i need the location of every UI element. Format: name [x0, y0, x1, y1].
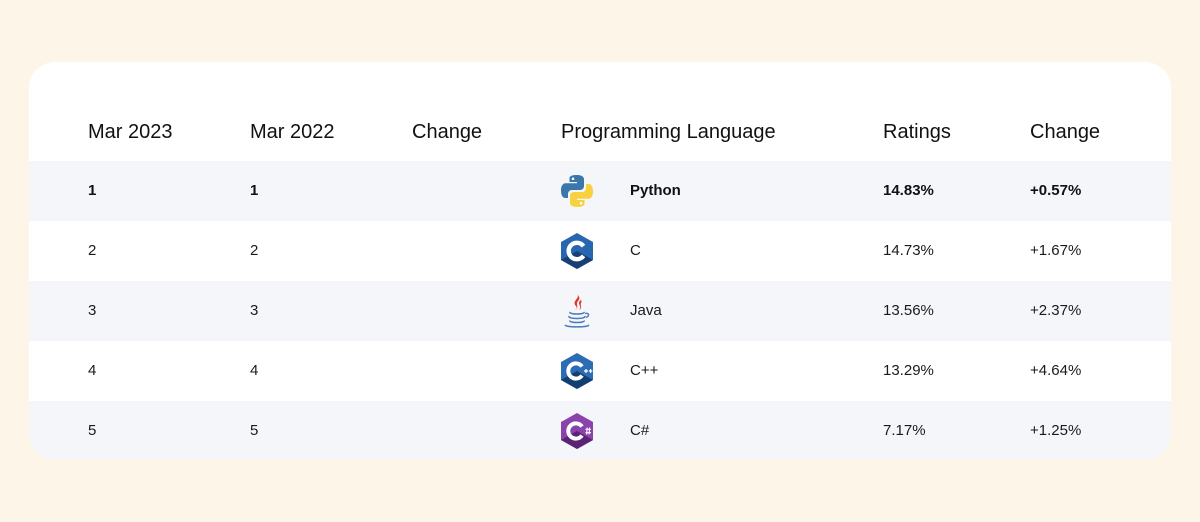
rank-previous: 4 — [250, 362, 259, 379]
table-header-row: Mar 2023 Mar 2022 Change Programming Lan… — [29, 62, 1171, 161]
header-previous-month[interactable]: Mar 2022 — [250, 121, 335, 143]
header-current-month[interactable]: Mar 2023 — [88, 121, 173, 143]
header-change[interactable]: Change — [412, 121, 483, 143]
csharp-icon — [559, 412, 595, 450]
language-name[interactable]: Java — [630, 302, 662, 319]
rank-current: 1 — [88, 182, 97, 199]
rating-change-value: +2.37% — [1030, 302, 1082, 319]
header-rating-change[interactable]: Change — [1030, 121, 1101, 143]
table-row[interactable]: 4 4 C++ 13.29% +4.64% — [29, 341, 1171, 401]
rank-current: 2 — [88, 242, 97, 259]
rank-current: 5 — [88, 422, 97, 439]
rating-value: 7.17% — [883, 422, 926, 439]
cpp-icon — [559, 352, 595, 390]
rank-previous: 1 — [250, 182, 259, 199]
header-programming-language[interactable]: Programming Language — [561, 121, 776, 143]
rank-previous: 3 — [250, 302, 259, 319]
rank-previous: 5 — [250, 422, 259, 439]
rank-previous: 2 — [250, 242, 259, 259]
python-icon — [559, 172, 595, 210]
header-ratings[interactable]: Ratings — [883, 121, 951, 143]
table-body: 1 1 Python 14.83% +0.57% 2 2 — [29, 161, 1171, 460]
rating-change-value: +0.57% — [1030, 182, 1082, 199]
language-name[interactable]: Python — [630, 182, 681, 199]
java-icon — [559, 292, 595, 330]
rating-value: 14.73% — [883, 242, 934, 259]
rating-change-value: +1.25% — [1030, 422, 1082, 439]
table-row[interactable]: 2 2 C 14.73% +1.67% — [29, 221, 1171, 281]
rank-current: 4 — [88, 362, 97, 379]
rating-value: 13.29% — [883, 362, 934, 379]
table-row[interactable]: 1 1 Python 14.83% +0.57% — [29, 161, 1171, 221]
language-name[interactable]: C++ — [630, 362, 659, 379]
language-name[interactable]: C — [630, 242, 641, 259]
table-row[interactable]: 3 3 Java 13.56% +2.37% — [29, 281, 1171, 341]
rating-value: 14.83% — [883, 182, 934, 199]
rank-current: 3 — [88, 302, 97, 319]
ranking-table-card: Mar 2023 Mar 2022 Change Programming Lan… — [29, 62, 1171, 460]
language-name[interactable]: C# — [630, 422, 650, 439]
c-language-icon — [559, 232, 595, 270]
rating-value: 13.56% — [883, 302, 934, 319]
table-row[interactable]: 5 5 C# 7.17% +1.25% — [29, 401, 1171, 460]
rating-change-value: +1.67% — [1030, 242, 1082, 259]
rating-change-value: +4.64% — [1030, 362, 1082, 379]
